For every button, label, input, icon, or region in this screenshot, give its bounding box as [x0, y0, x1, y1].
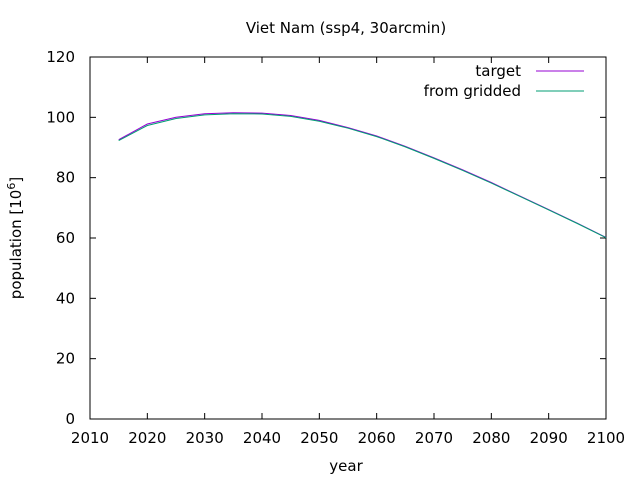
series-line-1 — [118, 113, 607, 239]
x-tick-label: 2030 — [186, 429, 224, 447]
y-axis-title: population [106] — [5, 177, 25, 299]
legend-label-1: from gridded — [424, 82, 521, 100]
y-tick-label: 80 — [56, 169, 75, 187]
x-tick-label: 2020 — [128, 429, 166, 447]
x-tick-label: 2090 — [530, 429, 568, 447]
series-line-0 — [118, 112, 607, 238]
x-tick-label: 2060 — [358, 429, 396, 447]
y-tick-label: 100 — [46, 108, 75, 126]
y-tick-label: 40 — [56, 289, 75, 307]
y-tick-label: 0 — [65, 410, 75, 428]
axis-ticks: 2010 2020 2030 2040 2050 2060 2070 2080 2090 2100… — [46, 48, 625, 447]
series-lines — [118, 112, 607, 239]
x-tick-label: 2100 — [587, 429, 625, 447]
y-tick-label: 120 — [46, 48, 75, 66]
x-tick-label: 2070 — [415, 429, 453, 447]
x-tick-label: 2040 — [243, 429, 281, 447]
y-tick-label: 20 — [56, 350, 75, 368]
x-tick-label: 2010 — [71, 429, 109, 447]
chart-title: Viet Nam (ssp4, 30arcmin) — [246, 19, 446, 37]
legend: target from gridded — [424, 62, 584, 100]
legend-label-0: target — [475, 62, 521, 80]
y-tick-label: 60 — [56, 229, 75, 247]
x-tick-label: 2050 — [300, 429, 338, 447]
x-axis-title: year — [329, 457, 363, 475]
x-tick-label: 2080 — [472, 429, 510, 447]
plot-frame — [89, 56, 607, 420]
